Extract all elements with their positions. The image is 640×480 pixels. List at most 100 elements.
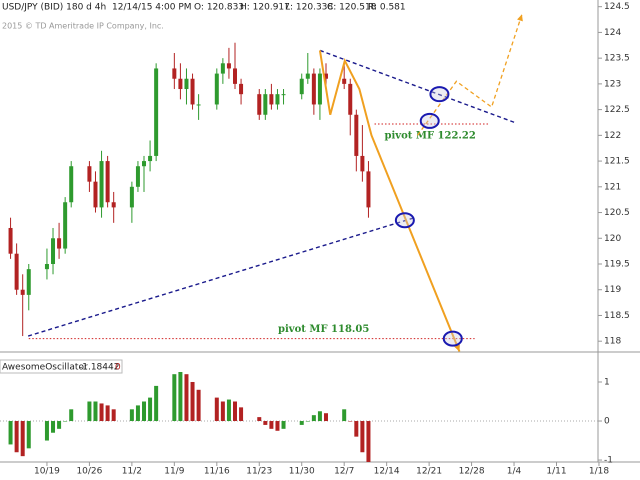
candle-body [154,68,159,156]
osc-bar [57,421,62,429]
candle-body [135,166,140,187]
osc-bar [311,415,316,422]
osc-name: AwesomeOscillator [2,363,88,373]
y-tick-label: 123.5 [604,54,630,64]
osc-bar [178,372,183,422]
price-plot: pivot MF 122.22 pivot MF 118.05 [8,14,523,352]
x-tick-label: 11/23 [246,467,272,477]
osc-bar [257,417,262,422]
osc-bar [263,421,268,425]
close: C: 120.518 [327,3,377,13]
osc-bar [220,401,225,422]
candle-body [317,73,322,105]
candle-body [196,104,201,106]
osc-bar [342,409,347,422]
circle-marker [394,212,415,229]
osc-bar [269,421,274,429]
osc-bar [354,421,359,437]
candle-body [348,83,353,115]
candle-body [172,68,177,79]
x-tick-label: 11/9 [164,467,184,477]
circle-marker [442,330,463,347]
osc-bar [105,405,110,422]
osc-value: -1.18442 [79,363,119,373]
circle-marker [419,112,440,129]
candle-body [323,73,328,79]
candle-body [360,155,365,172]
candle-body [342,78,347,84]
osc-bar [305,421,310,422]
osc-bar [214,397,219,422]
candle-body [20,289,25,295]
osc-bar [142,401,147,422]
x-tick-label: 11/30 [289,467,315,477]
osc-bar [190,381,195,422]
candle-body [354,114,359,156]
osc-bar [44,421,49,441]
y-tick-label: 118 [604,337,621,347]
osc-bar [87,401,92,422]
osc-label-box [0,359,123,374]
x-tick-label: 1/11 [546,467,566,477]
projection-path [318,50,461,352]
x-tick-label: 12/28 [459,467,485,477]
candle-body [233,68,238,84]
candle-body [8,227,13,254]
arrow-head [517,14,523,22]
candle-body [184,78,189,90]
osc-bar [99,403,104,422]
osc-bar [275,421,280,431]
candle-body [26,269,31,295]
candle-body [220,63,225,74]
osc-bar [20,421,25,457]
y-tick-label: 120 [604,234,621,244]
osc-bar [196,389,201,422]
candle-body [63,202,68,249]
candle-body [257,94,262,115]
osc-bar [317,411,322,422]
low: L: 120.338 [285,3,333,13]
osc-bar [299,421,304,425]
candle-body [275,94,280,105]
osc-bar [69,409,74,422]
candle-body [148,155,153,162]
y-tick-label: 122.5 [604,105,630,115]
x-tick-label: 1/4 [507,467,522,477]
candle-body [281,94,286,96]
pivot-label: pivot MF 122.22 [385,131,476,142]
x-tick-label: 10/26 [76,467,102,477]
osc-bar [111,409,116,422]
osc-bar [154,385,159,422]
symbol: USD/JPY (BID) 180 d 4h [2,3,106,13]
candle-body [214,73,219,105]
osc-bar [184,374,189,422]
y-tick-label: 119 [604,285,621,295]
osc-bar [366,421,371,462]
osc-bar [323,413,328,422]
candle-body [105,161,110,203]
candle-body [190,78,195,105]
osc-bar [348,421,353,422]
osc-plot [0,372,598,462]
circle-marker [429,86,450,103]
osc-bar [360,421,365,453]
candle-body [305,73,310,79]
x-tick-label: 12/21 [416,467,442,477]
candle-body [263,94,268,115]
open: O: 120.833 [194,3,244,13]
x-tick-label: 11/16 [204,467,230,477]
osc-bar [172,374,177,422]
x-tick-label: 1/18 [589,467,609,477]
osc-bar [239,407,244,422]
osc-bar [226,399,231,422]
osc-zero: 0 [115,363,121,373]
y-tick-label: 122 [604,131,621,141]
header-bg [0,0,350,14]
x-tick-label: 12/7 [334,467,354,477]
range: R: 0.581 [368,3,406,13]
y-tick-label: 124 [604,28,621,38]
candle-body [129,186,134,208]
candle-body [111,202,116,208]
y-tick-label: 121.5 [604,157,630,167]
